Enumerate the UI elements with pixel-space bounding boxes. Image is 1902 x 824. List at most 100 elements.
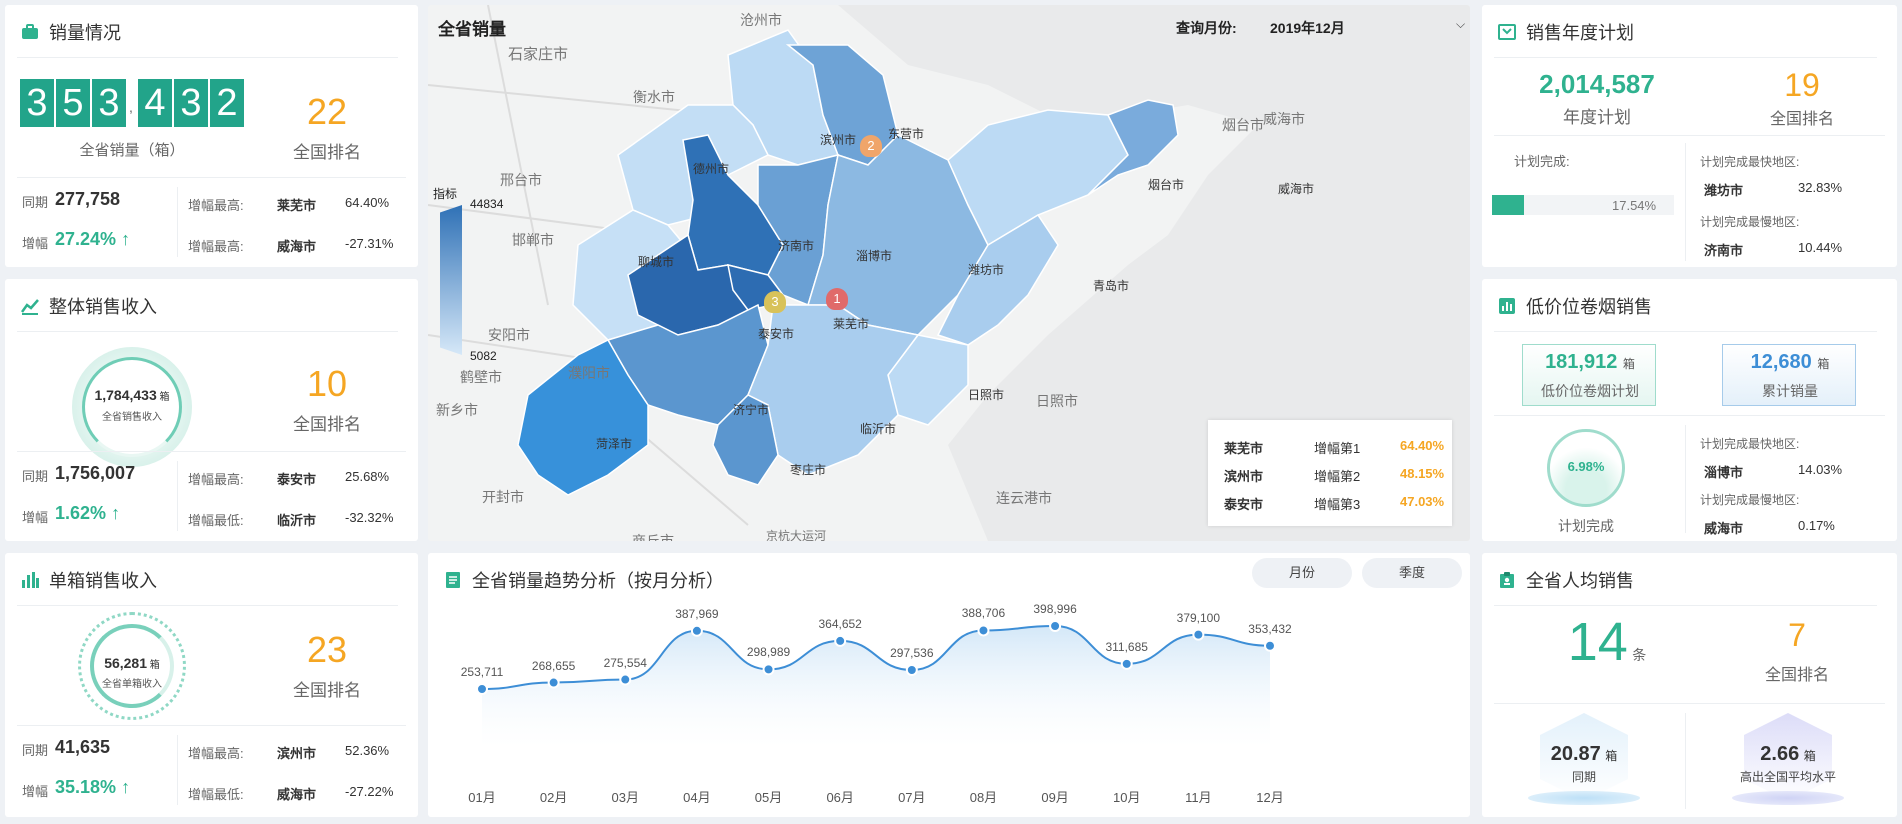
fast-pct: 32.83%	[1798, 180, 1843, 195]
sales-label: 全省销量（箱）	[79, 142, 185, 159]
quarter-button[interactable]: 季度	[1362, 558, 1462, 588]
progress-pct: 17.54%	[1612, 198, 1657, 213]
lowprice-complete-label: 计划完成	[1558, 518, 1614, 534]
region-weihai[interactable]	[1087, 99, 1179, 196]
trend-chart[interactable]	[428, 553, 1470, 817]
yoy-label: 同期	[22, 195, 49, 210]
min-pct: -27.22%	[345, 784, 394, 799]
unit-value: 56,281 箱	[104, 655, 160, 671]
yoy-value: 41,635	[55, 737, 111, 757]
sales-title-text: 销量情况	[49, 23, 121, 43]
data-point[interactable]	[1264, 639, 1276, 652]
divider	[177, 187, 178, 257]
max-pct: 25.68%	[345, 469, 390, 484]
revenue-title-text: 整体销售收入	[49, 297, 157, 317]
data-point[interactable]	[834, 634, 847, 647]
data-point[interactable]	[1049, 620, 1062, 632]
plan-panel: 销售年度计划 2,014,587 年度计划 19 全国排名 计划完成: 17.5…	[1482, 5, 1897, 267]
max-pct: 52.36%	[345, 743, 390, 758]
lowprice-title-text: 低价位卷烟销售	[1526, 297, 1652, 317]
chevron-down-icon[interactable]: ⌵	[1456, 17, 1466, 31]
max-city: 莱芜市	[277, 198, 317, 213]
divider	[17, 177, 406, 178]
revenue-rank-label: 全国排名	[293, 415, 361, 434]
legend-max: 44834	[470, 197, 504, 211]
data-point[interactable]	[476, 683, 488, 695]
trophy-icon[interactable]: 3	[764, 291, 786, 313]
divider	[17, 605, 398, 606]
city-label: 济南市	[778, 239, 815, 253]
ranking-city: 泰安市	[1224, 497, 1264, 512]
trophy-icon[interactable]: 2	[860, 135, 882, 157]
region-qingdao[interactable]	[936, 213, 1059, 346]
data-label: 297,536	[890, 645, 934, 660]
data-point[interactable]	[905, 663, 918, 676]
map-svg[interactable]	[428, 5, 1470, 541]
percapita-yoy-value: 20.87 箱	[1550, 743, 1618, 765]
data-point[interactable]	[619, 673, 632, 686]
revenue-panel: 整体销售收入 1,784,433 箱 全省销售收入 10 全国排名 同期 1,7…	[5, 279, 418, 541]
data-point[interactable]	[1192, 628, 1205, 641]
city-label: 滨州市	[820, 133, 857, 147]
min-city: 威海市	[277, 787, 317, 802]
digit: 2	[210, 79, 244, 127]
ranking-label: 增幅第3	[1314, 497, 1361, 512]
region-linyi[interactable]	[747, 304, 920, 476]
plan-value: 2,014,587	[1539, 69, 1655, 99]
fast-label: 计划完成最快地区:	[1700, 437, 1800, 451]
divider	[1494, 331, 1877, 332]
trophy-icon[interactable]: 1	[826, 288, 848, 310]
pedestal	[1732, 791, 1844, 805]
lowprice-plan-value: 181,912 箱	[1545, 351, 1635, 373]
hexagon-badge	[1744, 713, 1832, 801]
ranking-pct: 47.03%	[1400, 494, 1445, 509]
month-button[interactable]: 月份	[1252, 558, 1352, 588]
slow-city: 济南市	[1704, 243, 1744, 258]
plan-rank-label: 全国排名	[1769, 111, 1834, 128]
digit: 3	[174, 79, 208, 127]
data-point[interactable]	[690, 624, 703, 637]
percapita-title-text: 全省人均销售	[1526, 571, 1634, 591]
ranking-pct: 64.40%	[1400, 438, 1445, 453]
data-label: 268,655	[531, 658, 576, 673]
sales-rank: 22	[306, 91, 348, 132]
legend-bar[interactable]	[440, 205, 462, 355]
data-point[interactable]	[547, 676, 560, 689]
ranking-pct: 48.15%	[1400, 466, 1445, 481]
query-label: 查询月份:	[1176, 20, 1237, 36]
min-pct: -27.31%	[345, 236, 394, 251]
unit-gauge-ring	[90, 624, 174, 708]
trend-panel-title: 全省销量趋势分析（按月分析）	[444, 567, 724, 593]
city-label: 济宁市	[733, 403, 770, 417]
bg-label: 烟台市	[1222, 117, 1264, 133]
bg-label: 衡水市	[633, 89, 675, 105]
x-tick-label: 11月	[1185, 790, 1212, 805]
lowprice-sum-box: 12,680 箱 累计销量	[1722, 344, 1856, 406]
min-label: 增幅最高:	[188, 239, 244, 254]
map-panel[interactable]: 沧州市 石家庄市 衡水市 邢台市 邯郸市 安阳市 鹤壁市 濮阳市 新乡市 开封市…	[428, 5, 1470, 541]
legend-title: 指标	[433, 187, 458, 201]
x-tick-label: 06月	[826, 790, 854, 805]
plan-rank: 19	[1784, 67, 1820, 103]
data-point[interactable]	[977, 624, 990, 637]
region-zaozhuang[interactable]	[712, 394, 779, 486]
city-label: 临沂市	[860, 422, 897, 436]
data-point[interactable]	[762, 663, 775, 676]
bg-label: 安阳市	[488, 327, 530, 343]
bg-label: 邯郸市	[512, 232, 554, 248]
city-label: 烟台市	[1148, 178, 1185, 192]
min-label: 增幅最低:	[188, 787, 244, 802]
lowprice-plan-box: 181,912 箱 低价位卷烟计划	[1522, 344, 1656, 406]
data-point[interactable]	[1120, 657, 1133, 670]
percapita-above-value: 2.66 箱	[1760, 743, 1816, 765]
unit-title-text: 单箱销售收入	[49, 571, 157, 591]
ranking-label: 增幅第2	[1314, 469, 1361, 484]
max-city: 泰安市	[277, 472, 317, 487]
region-weifang[interactable]	[806, 134, 989, 336]
region-heze[interactable]	[517, 339, 649, 496]
growth-label: 增幅	[22, 784, 49, 799]
city-label: 潍坊市	[968, 263, 1005, 277]
lowprice-sum-value: 12,680 箱	[1750, 351, 1830, 373]
trend-icon	[20, 297, 39, 315]
query-value[interactable]: 2019年12月	[1270, 20, 1345, 36]
